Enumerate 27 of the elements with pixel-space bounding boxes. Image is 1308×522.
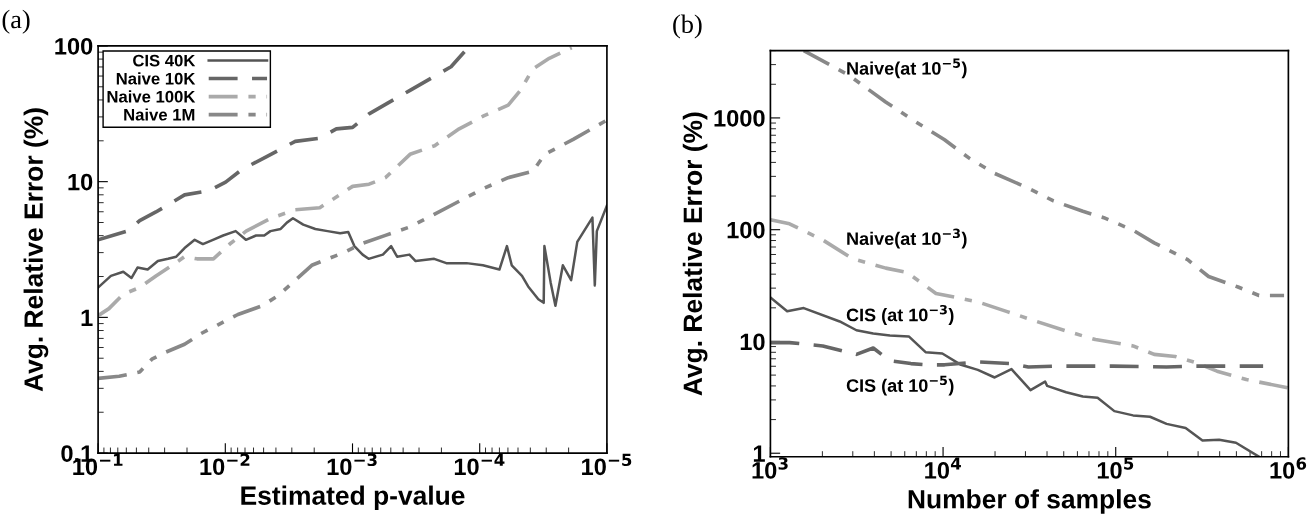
x-tick-label: 10$^{−2}$ bbox=[200, 453, 250, 476]
legend-label: Naive 1M bbox=[124, 108, 195, 121]
x-tick-label: 10$^{4}$ bbox=[925, 457, 961, 479]
x-tick-label: 10$^{6}$ bbox=[1270, 457, 1307, 479]
x-axis-title: Estimated p-value bbox=[241, 485, 465, 511]
x-tick-label: 10$^{−4}$ bbox=[454, 453, 505, 476]
y-tick-label: 10 bbox=[740, 333, 765, 351]
legend-label: Naive 100K bbox=[107, 90, 196, 103]
x-axis-title: Number of samples bbox=[908, 489, 1151, 514]
y-axis-title: Avg. Relative Error (%) bbox=[23, 108, 49, 392]
legend-label: Naive 10K bbox=[116, 72, 196, 85]
y-tick-label: 10 bbox=[68, 173, 93, 191]
x-tick-label: 10$^{−5}$ bbox=[582, 453, 632, 476]
y-tick-label: 1 bbox=[81, 309, 93, 326]
y-axis-title: Avg. Relative Error (%) bbox=[682, 112, 708, 396]
annotation: Naive(at 10$^{−5}$) bbox=[847, 58, 967, 79]
chart-title: (b) bbox=[673, 14, 702, 39]
annotation: CIS (at 10$^{−3}$) bbox=[846, 304, 954, 325]
y-tick-label: 1000 bbox=[714, 109, 765, 127]
x-tick-label: 10$^{5}$ bbox=[1097, 457, 1134, 479]
y-tick-label: 100 bbox=[55, 38, 93, 55]
annotation: CIS (at 10$^{−5}$) bbox=[846, 375, 954, 396]
chart-title: (a) bbox=[2, 9, 30, 34]
annotation: Naive(at 10$^{−3}$) bbox=[847, 228, 967, 249]
x-tick-label: 10$^{−3}$ bbox=[327, 453, 377, 476]
y-tick-label: 100 bbox=[727, 221, 765, 239]
legend-label: CIS 40K bbox=[133, 54, 196, 67]
